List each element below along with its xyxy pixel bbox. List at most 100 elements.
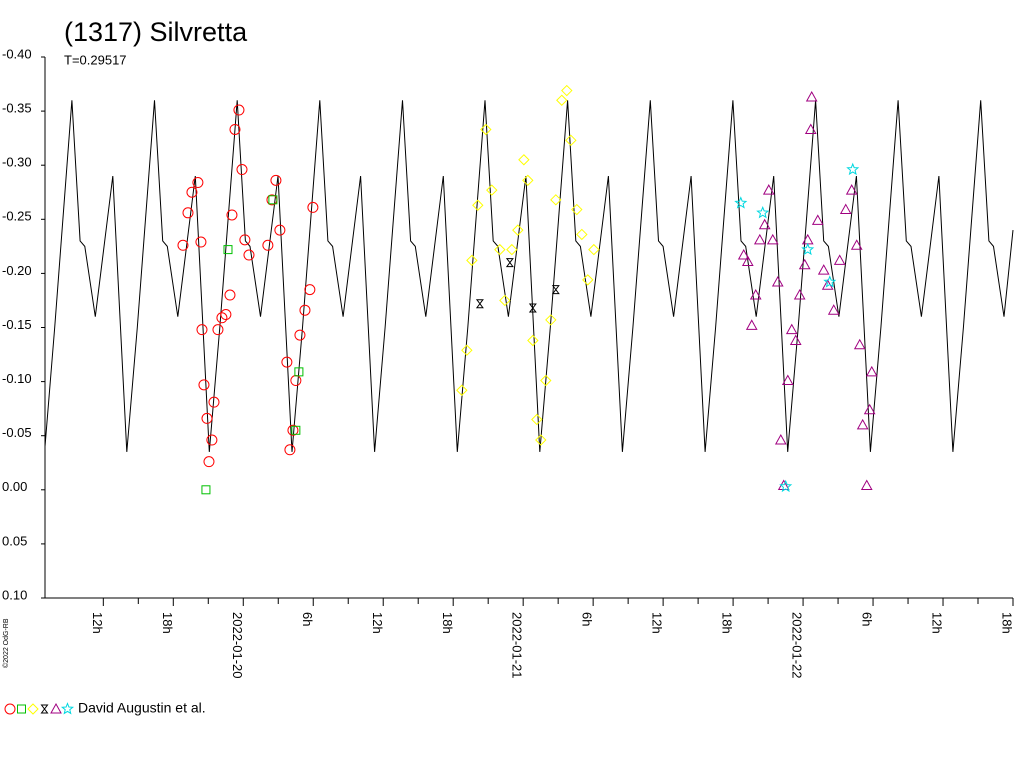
- triangle-marker: [774, 433, 787, 445]
- hourglass-marker: [505, 258, 514, 268]
- y-tick-label: 0.00: [2, 479, 27, 494]
- triangle-marker: [798, 258, 811, 270]
- diamond-marker: [472, 199, 484, 211]
- x-tick-label: 12h: [650, 612, 665, 634]
- x-tick-label: 6h: [860, 612, 875, 626]
- diamond-marker: [576, 228, 588, 241]
- star-marker: [823, 275, 837, 288]
- triangle-marker: [766, 233, 779, 245]
- diamond-marker: [531, 413, 543, 426]
- triangle-marker: [827, 304, 840, 315]
- circle-marker: [290, 375, 302, 387]
- y-tick-label: -0.05: [2, 425, 32, 440]
- hourglass-marker: [475, 299, 484, 309]
- triangle-marker: [853, 338, 866, 350]
- diamond-marker: [466, 254, 478, 267]
- y-tick-label: -0.40: [2, 46, 32, 61]
- chart-subtitle: T=0.29517: [64, 52, 127, 67]
- triangle-marker: [839, 203, 852, 215]
- diamond-marker: [550, 194, 562, 206]
- triangle-marker: [749, 289, 762, 300]
- diamond-marker: [527, 334, 539, 347]
- diamond-marker: [571, 203, 583, 216]
- circle-marker: [216, 312, 228, 324]
- hourglass-marker: [40, 704, 49, 714]
- x-tick-label: 2022-01-20: [230, 612, 245, 679]
- square-marker: [17, 704, 26, 714]
- diamond-marker: [545, 314, 557, 326]
- triangle-marker: [737, 248, 750, 260]
- triangle-marker: [863, 403, 876, 415]
- square-marker: [223, 245, 233, 255]
- circle-marker: [177, 239, 189, 251]
- square-marker: [294, 367, 304, 377]
- y-tick-label: -0.10: [2, 371, 32, 386]
- circle-marker: [287, 424, 299, 436]
- diamond-marker: [535, 434, 547, 446]
- y-tick-label: 0.05: [2, 533, 27, 548]
- square-marker: [201, 485, 211, 495]
- circle-marker: [233, 104, 245, 116]
- x-tick-label: 2022-01-22: [790, 612, 805, 679]
- y-tick-label: -0.20: [2, 263, 32, 278]
- x-tick-label: 18h: [440, 612, 455, 634]
- circle-marker: [212, 324, 224, 336]
- diamond-marker: [561, 84, 573, 97]
- x-tick-label: 12h: [930, 612, 945, 634]
- circle-marker: [203, 456, 215, 468]
- triangle-marker: [50, 702, 62, 714]
- x-tick-label: 18h: [1000, 612, 1015, 634]
- star-marker: [756, 205, 770, 219]
- triangle-marker: [758, 218, 771, 230]
- triangle-marker: [762, 184, 775, 195]
- diamond-marker: [461, 344, 473, 356]
- star-marker: [779, 479, 793, 493]
- triangle-marker: [805, 91, 818, 102]
- diamond-marker: [540, 374, 552, 387]
- star-marker: [734, 196, 748, 209]
- diamond-marker: [518, 154, 530, 166]
- circle-marker: [196, 324, 208, 336]
- credit: ©2022 OdG-RB: [2, 618, 10, 668]
- circle-marker: [226, 209, 238, 221]
- circle-marker: [195, 236, 207, 248]
- hourglass-marker: [551, 285, 560, 295]
- diamond-marker: [486, 184, 498, 196]
- circle-marker: [270, 174, 282, 186]
- triangle-marker: [865, 365, 878, 377]
- triangle-marker: [785, 323, 798, 335]
- circle-marker: [229, 123, 241, 135]
- diamond-marker: [588, 243, 600, 256]
- diamond-marker: [556, 94, 568, 106]
- circle-marker: [299, 304, 311, 316]
- circle-marker: [186, 186, 198, 198]
- triangle-marker: [793, 289, 806, 300]
- circle-marker: [262, 239, 274, 251]
- y-tick-label: -0.30: [2, 155, 32, 170]
- x-tick-label: 18h: [720, 612, 735, 634]
- y-tick-label: -0.25: [2, 209, 32, 224]
- diamond-marker: [499, 294, 511, 307]
- circle-marker: [220, 309, 232, 321]
- diamond-marker: [565, 134, 577, 147]
- diamond-marker: [522, 174, 534, 187]
- circle-marker: [239, 234, 251, 246]
- circle-marker: [284, 444, 296, 456]
- triangle-marker: [741, 255, 754, 266]
- chart-title: (1317) Silvretta: [64, 17, 248, 47]
- x-tick-label: 12h: [370, 612, 385, 634]
- triangle-marker: [781, 374, 794, 386]
- diamond-marker: [27, 703, 39, 715]
- circle-marker: [243, 249, 255, 261]
- triangle-marker: [833, 254, 846, 265]
- circle-marker: [192, 177, 204, 189]
- x-tick-label: 12h: [90, 612, 105, 634]
- circle-marker: [294, 329, 306, 341]
- diamond-marker: [512, 224, 524, 236]
- circle-marker: [4, 703, 16, 715]
- circle-marker: [236, 164, 248, 176]
- circle-marker: [206, 434, 218, 446]
- star-marker: [801, 242, 815, 256]
- y-tick-label: -0.35: [2, 101, 32, 116]
- diamond-marker: [494, 243, 506, 256]
